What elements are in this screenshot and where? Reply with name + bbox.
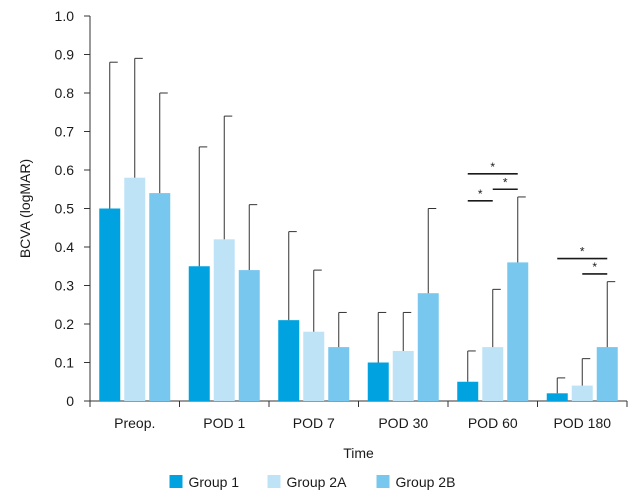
significance-markers: * * * * *: [467, 160, 608, 275]
significance-star: *: [478, 187, 483, 201]
legend-swatch: [169, 475, 183, 488]
x-tick-label: POD 7: [293, 415, 335, 431]
bar: [596, 347, 618, 401]
bar: [571, 385, 593, 401]
y-tick-label: 0.4: [55, 239, 75, 255]
bar: [507, 262, 529, 401]
legend: Group 1 Group 2A Group 2B: [169, 474, 456, 490]
legend-label: Group 2A: [287, 474, 348, 490]
bar: [213, 239, 235, 401]
significance-star: *: [490, 160, 495, 174]
significance-star: *: [503, 175, 508, 189]
y-tick-label: 0: [66, 393, 74, 409]
bar: [303, 331, 325, 401]
axes: 0 0.1 0.2 0.3 0.4 0.5 0.6 0.7 0.8 0.9 1.0 Preop. POD…: [55, 8, 628, 431]
bar: [482, 347, 504, 401]
y-tick-label: 0.9: [55, 47, 75, 63]
y-tick-label: 1.0: [55, 8, 75, 24]
bar: [367, 362, 389, 401]
y-tick-label: 0.8: [55, 85, 75, 101]
significance-star: *: [592, 260, 597, 274]
x-tick-label: POD 60: [468, 415, 518, 431]
legend-label: Group 1: [189, 474, 240, 490]
bar: [188, 266, 210, 401]
y-tick-label: 0.5: [55, 201, 75, 217]
x-tick-label: Preop.: [114, 415, 155, 431]
bar: [457, 381, 479, 401]
y-tick-label: 0.6: [55, 162, 75, 178]
x-tick-label: POD 30: [378, 415, 428, 431]
significance-star: *: [580, 245, 585, 259]
x-tick-label: POD 180: [553, 415, 611, 431]
x-axis-title: Time: [343, 445, 374, 461]
bar: [278, 320, 300, 401]
legend-swatch: [376, 475, 390, 488]
bars: [99, 57, 618, 401]
bar: [238, 270, 260, 401]
legend-label: Group 2B: [396, 474, 456, 490]
bar: [124, 177, 146, 401]
bar: [149, 193, 171, 401]
bar: [546, 393, 568, 401]
y-tick-label: 0.2: [55, 316, 75, 332]
bar: [99, 208, 121, 401]
x-tick-label: POD 1: [203, 415, 245, 431]
bar: [392, 350, 414, 401]
y-tick-label: 0.3: [55, 278, 75, 294]
y-tick-label: 0.1: [55, 355, 75, 371]
bar: [328, 347, 350, 401]
y-axis-title: BCVA (logMAR): [17, 159, 33, 258]
bar: [417, 293, 439, 401]
y-tick-label: 0.7: [55, 124, 75, 140]
legend-swatch: [267, 475, 281, 488]
